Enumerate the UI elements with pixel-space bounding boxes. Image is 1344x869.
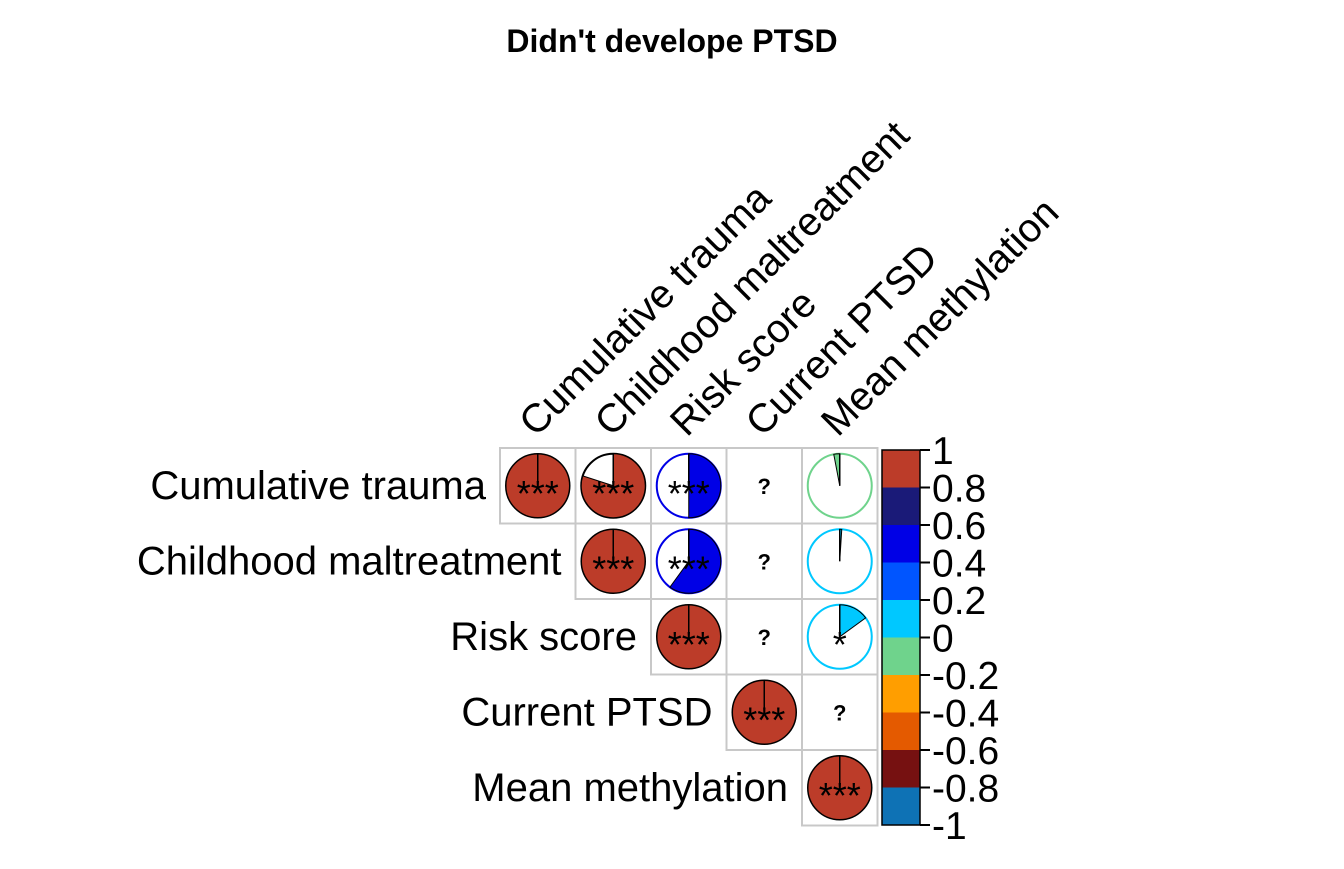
colorbar-tick-label: -0.4: [932, 693, 999, 736]
significance-label: ***: [517, 473, 559, 514]
significance-label: ***: [668, 548, 710, 589]
colorbar-tick-label: -0.6: [932, 730, 999, 773]
colorbar-tick-label: 0.4: [932, 543, 986, 586]
cell-cumulative-trauma-risk-score: ***: [650, 447, 728, 525]
colorbar-tick-label: 0.6: [932, 505, 986, 548]
colorbar-bin: [882, 750, 920, 788]
missing-marker: ?: [758, 474, 771, 499]
row-label-cumulative-trauma: Cumulative trauma: [150, 464, 486, 508]
colorbar-tick-label: 1: [932, 430, 954, 473]
cell-current-ptsd-current-ptsd: ***: [725, 673, 803, 751]
missing-marker: ?: [833, 700, 846, 725]
colorbar-bin: [882, 787, 920, 826]
colorbar-tick-label: -1: [932, 805, 967, 848]
significance-label: ***: [743, 699, 785, 740]
cell-childhood-maltreatment-current-ptsd: ?: [725, 522, 803, 600]
colorbar-bin: [882, 450, 920, 488]
significance-label: ***: [819, 775, 861, 816]
colorbar-bin: [882, 712, 920, 751]
colorbar: 10.80.60.40.20-0.2-0.4-0.6-0.8-1: [881, 430, 999, 848]
row-label-childhood-maltreatment: Childhood maltreatment: [137, 539, 562, 583]
row-label-mean-methylation: Mean methylation: [472, 766, 788, 810]
cell-mean-methylation-mean-methylation: ***: [801, 749, 879, 827]
colorbar-tick-label: 0.2: [932, 580, 986, 623]
row-label-current-ptsd: Current PTSD: [461, 690, 712, 734]
cell-border: [801, 749, 879, 827]
cell-childhood-maltreatment-mean-methylation: [801, 522, 879, 600]
missing-marker: ?: [758, 625, 771, 650]
cell-risk-score-mean-methylation: *: [801, 598, 879, 676]
cell-cumulative-trauma-mean-methylation: [801, 447, 879, 525]
colorbar-tick-label: -0.2: [932, 655, 999, 698]
colorbar-tick-label: 0: [932, 618, 954, 661]
chart-title: Didn't develope PTSD: [506, 23, 837, 59]
significance-label: ***: [592, 473, 634, 514]
colorbar-bin: [882, 525, 920, 563]
cell-cumulative-trauma-current-ptsd: ?: [725, 447, 803, 525]
significance-label: ***: [668, 473, 710, 514]
colorbar-bin: [882, 675, 920, 713]
cell-cumulative-trauma-cumulative-trauma: ***: [499, 447, 577, 525]
colorbar-bin: [882, 487, 920, 526]
colorbar-tick-label: 0.8: [932, 468, 986, 511]
colorbar-bin: [882, 562, 920, 601]
pie-slice: [669, 528, 722, 594]
cell-childhood-maltreatment-risk-score: ***: [650, 522, 728, 600]
colorbar-tick-label: -0.8: [932, 768, 999, 811]
cell-risk-score-current-ptsd: ?: [725, 598, 803, 676]
row-label-risk-score: Risk score: [450, 615, 637, 659]
missing-marker: ?: [758, 549, 771, 574]
pie-slice: [688, 453, 722, 519]
cell-risk-score-risk-score: ***: [650, 598, 728, 676]
cell-childhood-maltreatment-childhood-maltreatment: ***: [574, 522, 652, 600]
colorbar-bin: [882, 600, 920, 638]
significance-label: ***: [592, 548, 634, 589]
significance-label: ***: [668, 624, 710, 665]
colorbar-bin: [882, 637, 920, 676]
significance-label: *: [833, 624, 847, 665]
cell-cumulative-trauma-childhood-maltreatment: ***: [574, 447, 652, 525]
cell-current-ptsd-mean-methylation: ?: [801, 673, 879, 751]
cells-layer: *** *** *** ?*** *** ?***? **** ?***: [499, 447, 879, 827]
